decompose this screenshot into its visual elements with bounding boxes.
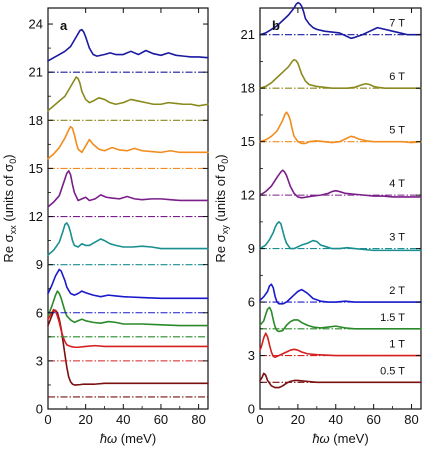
panel-a: 0 20 40 60 80 0 3 6 9 12 15 18 21 24 a ħω (meV) Re σx… — [1, 7, 209, 446]
series-line-a-3 — [47, 268, 209, 300]
x-tick-label-a-3: 60 — [154, 412, 168, 427]
series-line-a-8 — [47, 28, 209, 62]
panel-a-frame — [47, 7, 209, 410]
series-line-b-8 — [259, 1, 422, 40]
series-line-a-1 — [47, 308, 209, 349]
series-line-a-6 — [47, 125, 209, 160]
series-line-b-1 — [259, 332, 422, 359]
y-tick-label-b-5: 15 — [241, 134, 255, 149]
series-line-a-2 — [47, 290, 209, 327]
y-tick-label-a-3: 9 — [36, 257, 43, 272]
series-line-b-4 — [259, 221, 422, 252]
field-label-4: 3 T — [389, 232, 405, 244]
x-tick-label-b-1: 20 — [291, 412, 305, 427]
y-tick-label-b-2: 6 — [248, 295, 255, 310]
field-label-5: 4 T — [389, 178, 405, 190]
y-tick-label-b-3: 9 — [248, 241, 255, 256]
field-label-7: 6 T — [389, 71, 405, 83]
field-label-2: 1.5 T — [380, 312, 405, 324]
y-tick-label-a-0: 0 — [36, 402, 43, 417]
series-line-a-0 — [47, 309, 209, 386]
y-tick-label-b-0: 0 — [248, 402, 255, 417]
y-tick-label-a-2: 6 — [36, 305, 43, 320]
series-line-b-0 — [259, 372, 422, 389]
y-tick-label-b-4: 12 — [241, 188, 255, 203]
x-tick-label-a-1: 20 — [78, 412, 92, 427]
x-tick-label-b-3: 60 — [366, 412, 380, 427]
x-tick-label-a-2: 40 — [116, 412, 130, 427]
y-tick-label-b-6: 18 — [241, 81, 255, 96]
field-label-1: 1 T — [389, 339, 405, 351]
y-tick-label-a-8: 24 — [29, 17, 43, 32]
field-label-0: 0.5 T — [380, 365, 405, 377]
series-line-a-7 — [47, 76, 209, 112]
field-label-8: 7 T — [389, 18, 405, 30]
panel-b: 0 20 40 60 80 0 3 6 9 12 15 18 21 0.5 T 1 T 1.5 T 2 T 3 … — [213, 1, 422, 446]
x-tick-label-b-4: 80 — [404, 412, 418, 427]
field-label-3: 2 T — [389, 285, 405, 297]
series-line-a-5 — [47, 170, 209, 208]
y-tick-label-a-4: 12 — [29, 209, 43, 224]
panel-b-x-axis-label: ħω (meV) — [312, 431, 368, 446]
series-line-b-7 — [259, 58, 422, 89]
x-tick-label-b-2: 40 — [329, 412, 343, 427]
panel-b-frame — [259, 7, 422, 410]
panel-a-x-axis-label: ħω (meV) — [100, 431, 156, 446]
series-line-b-2 — [259, 306, 422, 333]
y-tick-label-b-1: 3 — [248, 348, 255, 363]
field-label-6: 5 T — [389, 125, 405, 137]
panel-b-letter: b — [272, 18, 280, 33]
y-tick-label-a-1: 3 — [36, 353, 43, 368]
series-line-b-5 — [259, 169, 422, 199]
panel-a-letter: a — [60, 18, 68, 33]
y-tick-label-b-7: 21 — [241, 27, 255, 42]
y-tick-label-a-5: 15 — [29, 161, 43, 176]
panel-b-y-axis-label: Re σxy (units of σ0) — [213, 154, 230, 262]
y-tick-label-a-7: 21 — [29, 65, 43, 80]
x-tick-label-b-0: 0 — [256, 412, 263, 427]
x-tick-label-a-0: 0 — [44, 412, 51, 427]
series-line-b-3 — [259, 283, 422, 305]
y-tick-label-a-6: 18 — [29, 113, 43, 128]
panel-a-y-axis-label: Re σxx (units of σ0) — [1, 154, 18, 262]
x-tick-label-a-4: 80 — [191, 412, 205, 427]
series-line-b-6 — [259, 111, 422, 145]
series-line-a-4 — [47, 222, 209, 256]
